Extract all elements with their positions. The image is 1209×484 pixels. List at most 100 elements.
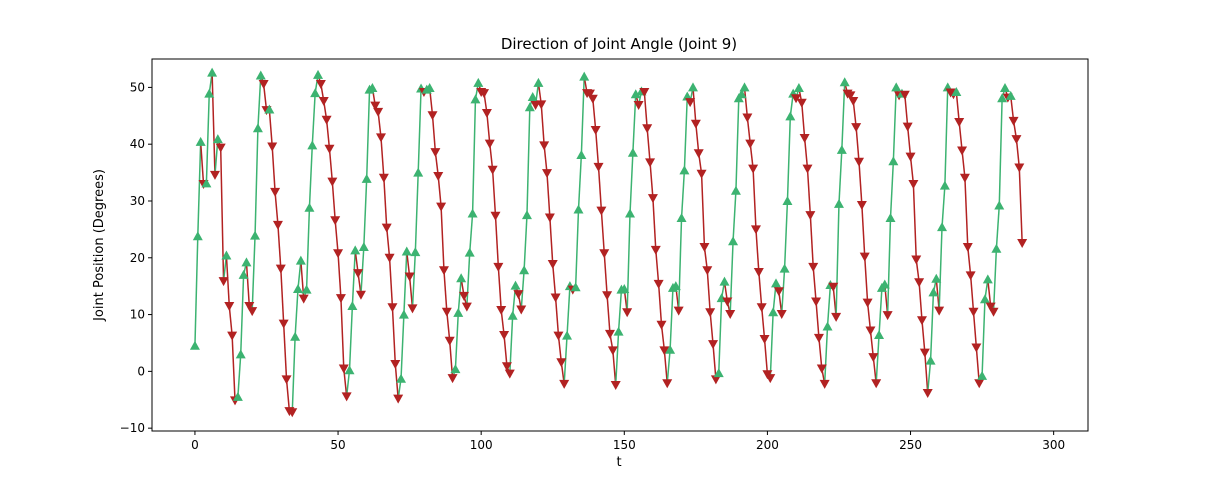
direction-segment [967, 246, 972, 276]
direction-segment [769, 312, 774, 379]
direction-segment [360, 246, 365, 295]
x-axis: 0 50 100 150 200 250 300 [191, 431, 1065, 452]
point-up-marker [785, 111, 796, 121]
direction-segment [285, 379, 291, 412]
direction-segment [466, 252, 471, 307]
direction-segment [205, 93, 210, 184]
point-down-marker [845, 91, 856, 101]
point-down-marker [868, 353, 879, 363]
point-down-marker [756, 303, 767, 313]
direction-segment [297, 260, 302, 290]
direction-segment [972, 311, 978, 348]
point-down-marker [862, 298, 873, 308]
point-up-marker [396, 373, 407, 383]
direction-segment [683, 96, 689, 171]
point-up-marker [687, 82, 698, 92]
direction-segment [271, 146, 276, 192]
point-up-marker [613, 326, 624, 336]
point-down-marker [370, 101, 381, 111]
point-down-marker [828, 282, 839, 292]
direction-segment [523, 215, 528, 271]
direction-segment [855, 127, 860, 162]
direction-segment [838, 149, 843, 204]
direction-segment [858, 161, 863, 206]
direction-segment [520, 270, 525, 310]
point-down-marker [258, 79, 269, 89]
point-up-marker [562, 330, 573, 340]
point-down-marker [796, 98, 807, 108]
point-up-marker [189, 340, 200, 350]
point-down-marker [957, 146, 968, 156]
point-up-marker [401, 246, 412, 256]
point-up-marker [879, 279, 890, 289]
point-down-marker [1014, 163, 1025, 173]
point-up-marker [839, 77, 850, 87]
point-down-marker [490, 211, 501, 221]
point-down-marker [427, 111, 438, 121]
point-up-marker [670, 281, 681, 291]
direction-segment [540, 104, 545, 146]
point-up-marker [410, 247, 421, 257]
direction-segment [1018, 167, 1023, 244]
point-down-marker [536, 100, 547, 110]
direction-segment [603, 253, 608, 296]
point-up-marker [994, 200, 1005, 210]
point-up-marker [398, 309, 409, 319]
point-up-marker [939, 180, 950, 190]
direction-segment [546, 173, 551, 218]
point-up-marker [999, 82, 1010, 92]
point-up-marker [997, 93, 1008, 103]
plot-marks [189, 67, 1028, 418]
direction-segment [886, 217, 892, 316]
direction-segment [414, 172, 419, 253]
point-up-marker [467, 208, 478, 218]
point-down-marker [487, 165, 498, 175]
point-down-marker [965, 271, 976, 281]
direction-segment [987, 279, 992, 307]
point-down-marker [298, 294, 309, 304]
direction-segment [400, 314, 405, 379]
point-up-marker [195, 136, 206, 146]
direction-segment [995, 205, 1001, 249]
point-down-marker [908, 179, 919, 189]
point-down-marker [656, 320, 667, 330]
point-up-marker [1005, 90, 1016, 100]
point-up-marker [676, 213, 687, 223]
direction-segment [926, 360, 932, 394]
direction-segment [743, 87, 749, 118]
direction-segment [489, 143, 494, 170]
point-down-marker [848, 97, 859, 107]
point-up-marker [238, 269, 249, 279]
point-down-marker [275, 264, 286, 274]
point-up-marker [450, 364, 461, 374]
point-down-marker [244, 302, 255, 312]
point-down-marker [516, 305, 527, 315]
direction-segment [394, 363, 399, 399]
point-down-marker [831, 312, 842, 322]
direction-segment [471, 99, 477, 214]
direction-segment [1015, 139, 1021, 168]
direction-segment [280, 268, 285, 324]
point-up-marker [527, 92, 538, 102]
direction-segment [305, 207, 311, 290]
point-up-marker [456, 273, 467, 283]
point-up-marker [679, 165, 690, 175]
point-up-marker [630, 89, 641, 99]
point-up-marker [464, 247, 475, 257]
point-down-marker [959, 173, 970, 183]
point-down-marker [438, 266, 449, 276]
point-up-marker [207, 67, 218, 77]
point-down-marker [954, 118, 965, 128]
direction-segment [677, 217, 683, 311]
direction-segment [468, 213, 474, 253]
direction-segment [574, 209, 580, 288]
direction-segment [334, 220, 339, 254]
point-down-marker [587, 94, 598, 104]
point-down-marker [281, 375, 292, 385]
y-tick-label: 20 [130, 251, 145, 265]
direction-segment [363, 178, 368, 248]
point-down-marker [593, 162, 604, 172]
point-up-marker [713, 368, 724, 378]
point-up-marker [665, 344, 676, 354]
direction-segment [906, 126, 912, 157]
